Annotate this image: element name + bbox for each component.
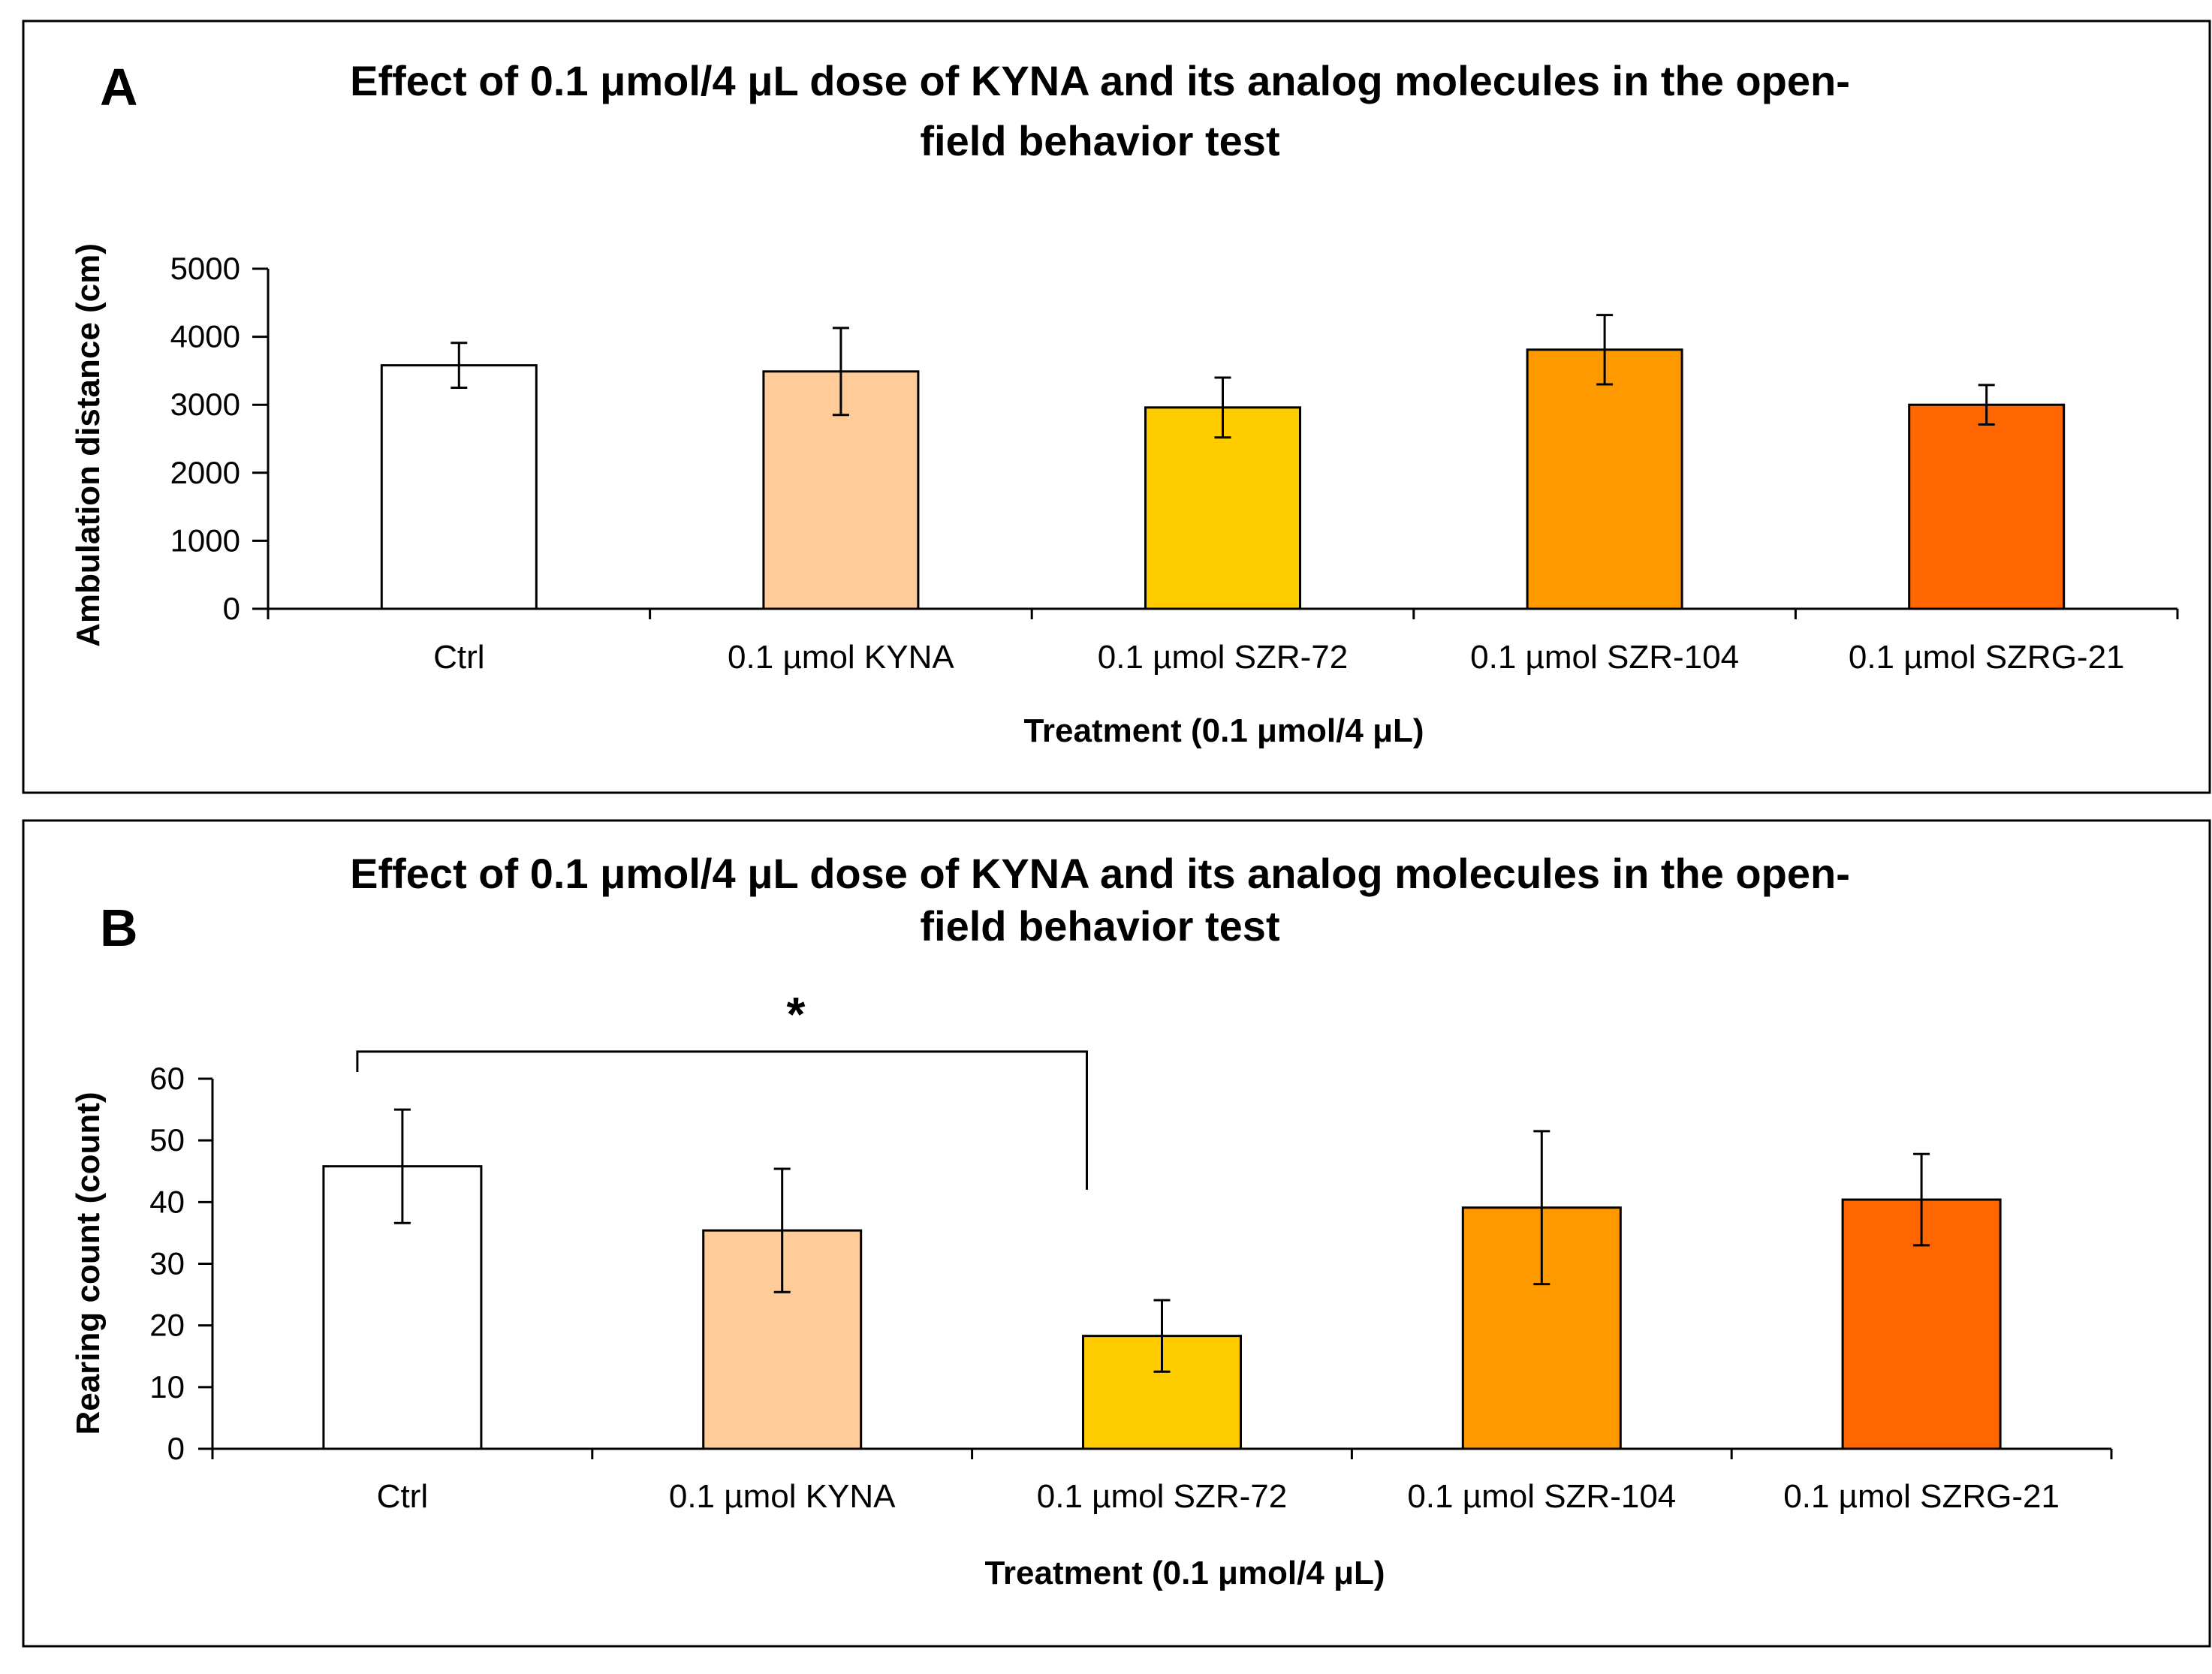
chart-b-bar: [1082, 1335, 1242, 1450]
chart-b: B Effect of 0.1 μmol/4 μL dose of KYNA a…: [22, 819, 2211, 1648]
chart-a-letter: A: [100, 58, 138, 116]
chart-b-letter: B: [100, 899, 138, 957]
chart-a-category-label: 0.1 µmol KYNA: [728, 639, 954, 676]
chart-a-bar: [1144, 406, 1301, 610]
chart-a-plot: 0 1000 2000 3000 4000 5000 Ctrl 0.1 µmol KYNA 0.…: [170, 251, 2179, 676]
chart-a-ytick-label: 3000: [170, 387, 240, 422]
chart-b-category-label: 0.1 µmol SZR-72: [1037, 1478, 1287, 1515]
chart-a-bar: [1908, 403, 2066, 610]
chart-b-plot: 0 10 20 30 40 50 60 Ctrl 0.1 µmol KYNA 0.1 µmol S…: [149, 987, 2113, 1515]
chart-a-ytick-label: 4000: [170, 319, 240, 354]
chart-a: A Effect of 0.1 μmol/4 μL dose of KYNA a…: [22, 20, 2211, 794]
chart-b-significance-star: *: [787, 987, 806, 1041]
chart-b-ytick-label: 30: [149, 1246, 185, 1281]
chart-b-category-label: 0.1 µmol SZR-104: [1407, 1478, 1676, 1515]
chart-a-ytick-label: 0: [223, 591, 240, 626]
chart-b-title-line-1: Effect of 0.1 μmol/4 μL dose of KYNA and…: [350, 850, 1850, 897]
chart-a-category-label: Ctrl: [433, 639, 484, 676]
chart-a-ytick-label: 2000: [170, 455, 240, 490]
chart-b-ytick-label: 60: [149, 1061, 185, 1096]
chart-b-category-label: 0.1 µmol KYNA: [669, 1478, 896, 1515]
chart-a-category-label: 0.1 µmol SZRG-21: [1849, 639, 2125, 676]
chart-b-significance-bracket: [356, 1050, 1088, 1190]
chart-a-bar: [1526, 348, 1683, 610]
chart-b-xlabel: Treatment (0.1 μmol/4 μL): [984, 1555, 1385, 1591]
chart-b-ytick-label: 10: [149, 1369, 185, 1405]
chart-a-title-line-2: field behavior test: [920, 117, 1279, 164]
chart-a-title-line-1: Effect of 0.1 μmol/4 μL dose of KYNA and…: [350, 57, 1850, 104]
chart-b-category-label: 0.1 µmol SZRG-21: [1783, 1478, 2060, 1515]
chart-a-bar: [380, 364, 538, 610]
chart-a-ytick-label: 1000: [170, 522, 240, 558]
chart-a-ytick-label: 5000: [170, 251, 240, 286]
chart-a-xlabel: Treatment (0.1 μmol/4 μL): [1023, 712, 1424, 749]
chart-a-category-label: 0.1 µmol SZR-72: [1098, 639, 1348, 676]
chart-b-ytick-label: 0: [167, 1431, 185, 1466]
chart-b-ytick-label: 40: [149, 1184, 185, 1219]
chart-b-title-line-2: field behavior test: [920, 902, 1279, 950]
chart-b-category-label: Ctrl: [377, 1478, 428, 1515]
chart-b-ylabel: Rearing count (count): [70, 1091, 107, 1435]
chart-a-ylabel: Ambulation distance (cm): [70, 243, 107, 647]
chart-a-category-label: 0.1 µmol SZR-104: [1470, 639, 1739, 676]
chart-b-ytick-label: 20: [149, 1308, 185, 1343]
chart-b-ytick-label: 50: [149, 1122, 185, 1158]
